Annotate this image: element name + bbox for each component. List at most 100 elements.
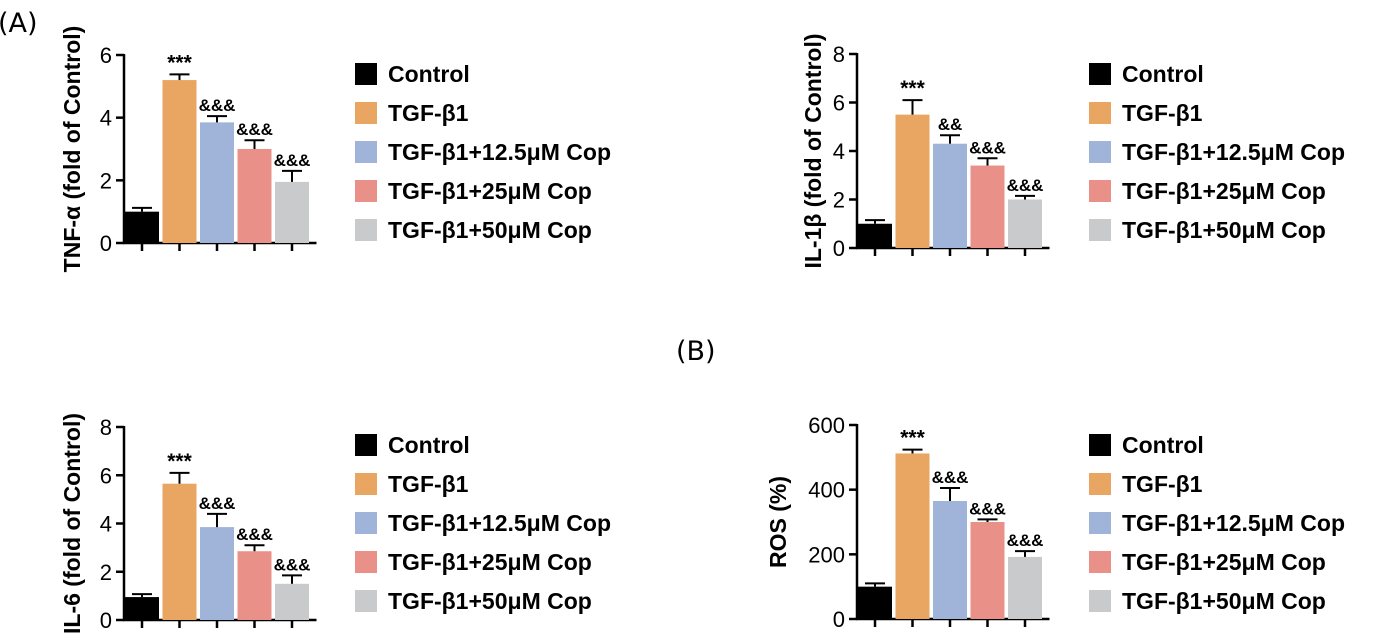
legend-swatch [1089, 551, 1111, 573]
legend-label: TGF-β1+12.5μM Cop [1122, 139, 1345, 165]
bar [237, 551, 272, 620]
legend-swatch [1089, 434, 1111, 456]
y-tick-label: 4 [833, 139, 845, 164]
significance-label: &&& [274, 151, 311, 170]
bar [858, 223, 892, 248]
legend-label: Control [388, 432, 470, 458]
y-tick-label: 600 [808, 413, 845, 438]
significance-label: &&& [274, 555, 311, 574]
y-tick-label: 6 [833, 91, 845, 116]
legend-label: TGF-β1+12.5μM Cop [388, 139, 611, 165]
legend-swatch [355, 512, 377, 534]
legend-swatch [355, 590, 377, 612]
bar [970, 165, 1005, 248]
legend-label: Control [1122, 432, 1204, 458]
panel-label-a: (A) [0, 8, 38, 39]
legend-swatch [355, 551, 377, 573]
y-tick-label: 6 [100, 463, 112, 488]
legend-label: TGF-β1+25μM Cop [1122, 178, 1326, 204]
legend-swatch [1089, 141, 1111, 163]
significance-label: &&& [932, 468, 969, 487]
legend-swatch [1089, 512, 1111, 534]
bar [1008, 556, 1042, 619]
y-tick-label: 0 [833, 236, 845, 261]
significance-label: &&& [1007, 176, 1044, 195]
significance-label: &&& [236, 120, 273, 139]
legend-label: TGF-β1+50μM Cop [388, 588, 592, 614]
significance-label: &&& [969, 499, 1006, 518]
significance-label: *** [900, 427, 925, 450]
bar [125, 211, 159, 243]
y-tick-label: 2 [100, 560, 112, 585]
bar [275, 181, 309, 243]
y-axis-label: IL-6 (fold of Control) [59, 413, 85, 634]
significance-label: *** [167, 51, 192, 74]
legend-swatch [1089, 63, 1111, 85]
legend-label: TGF-β1 [1122, 471, 1203, 497]
legend-label: TGF-β1+25μM Cop [388, 178, 592, 204]
bar [933, 500, 967, 619]
bar [237, 149, 272, 243]
significance-label: &&& [1007, 531, 1044, 550]
significance-label: &&& [199, 96, 236, 115]
legend-label: TGF-β1 [388, 471, 469, 497]
legend-label: Control [388, 61, 470, 87]
y-tick-label: 400 [808, 478, 845, 503]
bar [162, 80, 197, 243]
y-tick-label: 2 [833, 188, 845, 213]
legend-swatch [1089, 219, 1111, 241]
y-tick-label: 0 [833, 607, 845, 632]
significance-label: &&& [236, 525, 273, 544]
legend-label: TGF-β1+12.5μM Cop [388, 510, 611, 536]
y-tick-label: 200 [808, 542, 845, 567]
legend-swatch [355, 141, 377, 163]
y-tick-label: 0 [100, 608, 112, 633]
bar [895, 453, 930, 619]
legend-label: TGF-β1+25μM Cop [1122, 549, 1326, 575]
y-tick-label: 4 [100, 106, 112, 131]
legend-label: TGF-β1+50μM Cop [1122, 217, 1326, 243]
significance-label: &&& [199, 494, 236, 513]
significance-label: *** [167, 450, 192, 473]
legend-swatch [355, 63, 377, 85]
legend-swatch [355, 434, 377, 456]
bar [200, 122, 234, 243]
significance-label: && [938, 115, 963, 134]
significance-label: *** [900, 77, 925, 100]
legend-swatch [1089, 590, 1111, 612]
y-tick-label: 6 [100, 43, 112, 68]
bar [895, 114, 930, 248]
bar [125, 597, 159, 620]
bar [933, 143, 967, 248]
bar [162, 483, 197, 620]
legend-label: TGF-β1 [1122, 100, 1203, 126]
y-tick-label: 8 [100, 415, 112, 440]
legend-swatch [1089, 180, 1111, 202]
bar [1008, 199, 1042, 248]
legend-swatch [1089, 102, 1111, 124]
bar [970, 522, 1005, 619]
y-axis-label: ROS (%) [765, 476, 791, 568]
legend-swatch [355, 473, 377, 495]
legend-label: TGF-β1 [388, 100, 469, 126]
y-tick-label: 2 [100, 168, 112, 193]
bar [858, 586, 892, 619]
legend-swatch [355, 102, 377, 124]
legend-label: TGF-β1+12.5μM Cop [1122, 510, 1345, 536]
bar [275, 583, 309, 620]
legend-swatch [355, 219, 377, 241]
panel-label-b: (B) [676, 336, 716, 367]
bar [200, 527, 234, 620]
y-axis-label: TNF-α (fold of Control) [59, 26, 85, 273]
y-tick-label: 8 [833, 42, 845, 67]
legend-label: TGF-β1+50μM Cop [1122, 588, 1326, 614]
legend-label: TGF-β1+50μM Cop [388, 217, 592, 243]
legend-swatch [1089, 473, 1111, 495]
legend-label: TGF-β1+25μM Cop [388, 549, 592, 575]
